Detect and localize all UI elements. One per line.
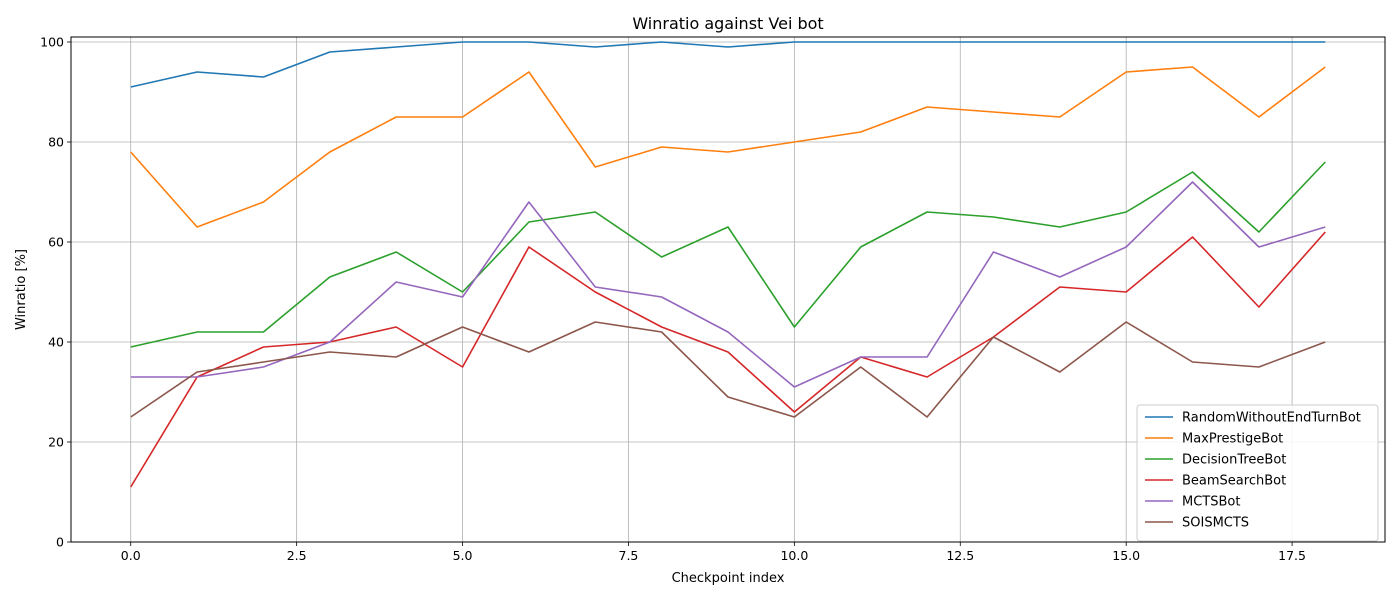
y-tick-label: 40 xyxy=(48,335,64,350)
series-line-DecisionTreeBot xyxy=(130,161,1326,348)
series-line-MCTSBot xyxy=(130,181,1326,388)
legend-box xyxy=(1136,404,1379,542)
legend: RandomWithoutEndTurnBot MaxPrestigeBot Dec… xyxy=(1136,404,1379,542)
y-tick-label: 60 xyxy=(48,235,64,250)
x-tick-label: 12.5 xyxy=(946,548,974,563)
y-tick-label: 80 xyxy=(48,135,64,150)
legend-label: SOISMCTS xyxy=(1182,516,1249,531)
x-tick-label: 15.0 xyxy=(1112,548,1140,563)
legend-label: DecisionTreeBot xyxy=(1182,453,1286,468)
x-tick-label: 17.5 xyxy=(1278,548,1306,563)
plot-frame xyxy=(70,36,1386,543)
legend-label: BeamSearchBot xyxy=(1182,474,1286,489)
x-tick-label: 7.5 xyxy=(619,548,639,563)
chart-title: Winratio against Vei bot xyxy=(632,14,823,33)
x-axis-label: Checkpoint index xyxy=(672,571,785,586)
series-line-MaxPrestigeBot xyxy=(130,66,1326,228)
series-line-SOISMCTS xyxy=(130,321,1326,418)
legend-label: RandomWithoutEndTurnBot xyxy=(1182,411,1361,426)
series-lines xyxy=(130,41,1326,488)
x-tick-label: 0.0 xyxy=(121,548,141,563)
y-tick-label: 0 xyxy=(56,535,64,550)
axis-ticks: 0.0 2.5 5.0 7.5 10.0 12.5 15.0 17.5 0 20 40 60 80 100 xyxy=(40,35,1306,564)
series-line-RandomWithoutEndTurnBot xyxy=(130,41,1326,88)
y-tick-label: 100 xyxy=(40,35,64,50)
y-tick-label: 20 xyxy=(48,435,64,450)
y-axis-label: Winratio [%] xyxy=(14,249,29,330)
legend-label: MCTSBot xyxy=(1182,495,1240,510)
x-tick-label: 10.0 xyxy=(780,548,808,563)
x-tick-label: 2.5 xyxy=(287,548,307,563)
legend-label: MaxPrestigeBot xyxy=(1182,432,1283,447)
x-tick-label: 5.0 xyxy=(453,548,473,563)
